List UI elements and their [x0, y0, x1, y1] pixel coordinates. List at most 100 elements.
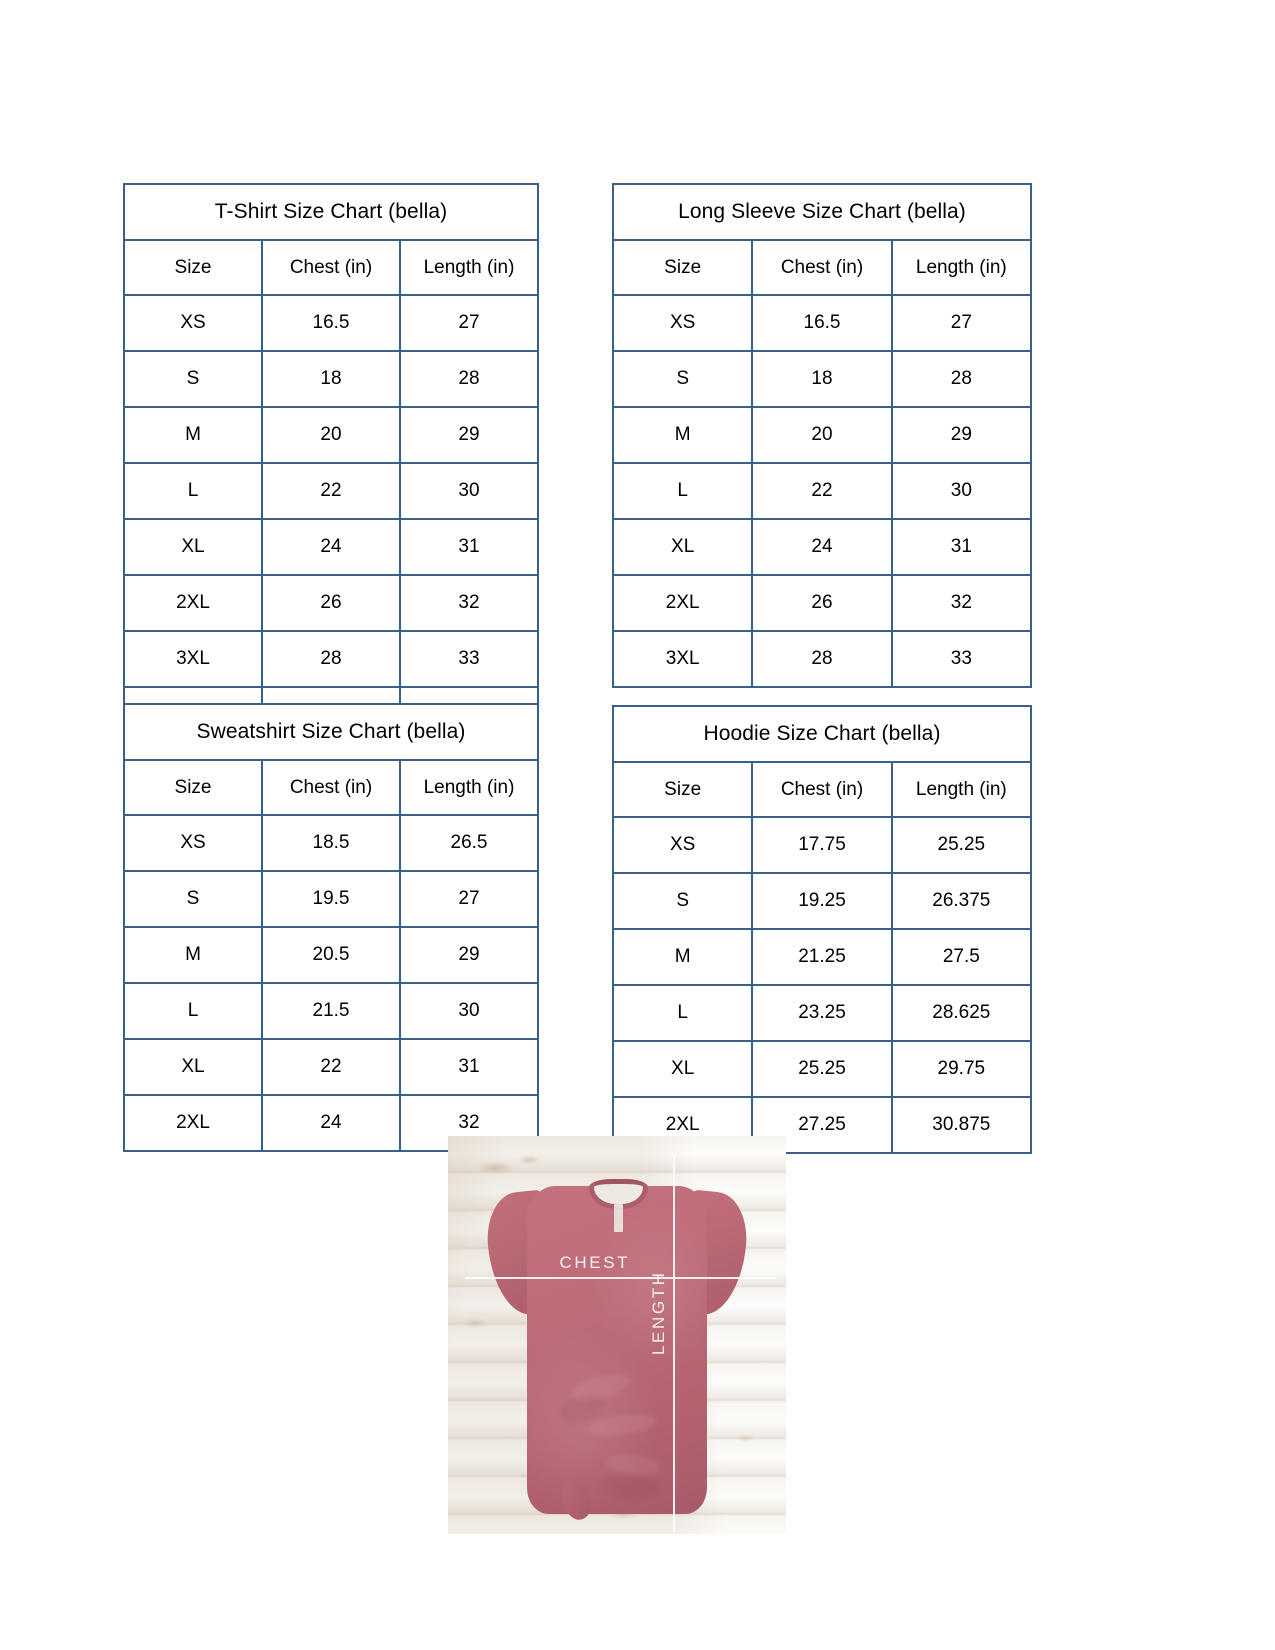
table-row: 3XL 28 33	[123, 630, 539, 688]
shirt-neck-tag	[614, 1204, 624, 1232]
length-cell: 33	[890, 630, 1033, 688]
table-title: Sweatshirt Size Chart (bella)	[123, 703, 539, 761]
size-cell: XS	[123, 814, 263, 872]
chest-cell: 19.5	[261, 870, 401, 928]
chest-cell: 18	[261, 350, 401, 408]
hoodie-table-body: Hoodie Size Chart (bella) Size Chest (in) L…	[611, 705, 1033, 1154]
table-row: L 23.25 28.625	[611, 984, 1033, 1042]
length-cell: 29	[399, 926, 539, 984]
tshirt-measurement-photo: CHEST LENGTH	[448, 1136, 786, 1534]
size-cell: XS	[123, 294, 263, 352]
sweatshirt-table-body: Sweatshirt Size Chart (bella) Size Chest (…	[123, 703, 539, 1152]
table-row: L 22 30	[611, 462, 1033, 520]
column-header: Length (in)	[890, 761, 1033, 818]
table-header-row: Size Chest (in) Length (in)	[123, 239, 539, 296]
shirt-body	[527, 1185, 707, 1524]
length-cell: 28	[890, 350, 1033, 408]
fabric-shadow	[598, 1472, 661, 1500]
chest-cell: 17.75	[751, 816, 893, 874]
table-row: S 18 28	[123, 350, 539, 408]
length-cell: 32	[399, 574, 539, 632]
table-row: XL 24 31	[611, 518, 1033, 576]
column-header: Chest (in)	[261, 759, 401, 816]
size-cell: XL	[123, 518, 263, 576]
size-cell: XL	[611, 518, 754, 576]
chest-cell: 24	[751, 518, 893, 576]
tshirt-size-chart-table: T-Shirt Size Chart (bella) Size Chest (in)…	[123, 183, 539, 744]
chest-cell: 19.25	[751, 872, 893, 930]
table-row: M 20 29	[123, 406, 539, 464]
column-header: Size	[123, 759, 263, 816]
longsleeve-table-body: Long Sleeve Size Chart (bella) Size Chest …	[611, 183, 1033, 688]
length-cell: 27	[399, 870, 539, 928]
table-row: L 22 30	[123, 462, 539, 520]
table-row: XS 16.5 27	[611, 294, 1033, 352]
fabric-fold	[605, 1452, 662, 1478]
table-row: M 21.25 27.5	[611, 928, 1033, 986]
table-title: T-Shirt Size Chart (bella)	[123, 183, 539, 241]
table-header-row: Size Chest (in) Length (in)	[611, 761, 1033, 818]
length-cell: 31	[890, 518, 1033, 576]
length-cell: 25.25	[890, 816, 1033, 874]
chest-cell: 24	[261, 518, 401, 576]
table-row: 3XL 28 33	[611, 630, 1033, 688]
table-row: 2XL 26 32	[123, 574, 539, 632]
size-cell: S	[611, 872, 754, 930]
size-cell: L	[123, 462, 263, 520]
chest-cell: 21.25	[751, 928, 893, 986]
chest-cell: 16.5	[261, 294, 401, 352]
chest-cell: 16.5	[751, 294, 893, 352]
chest-cell: 18	[751, 350, 893, 408]
chest-cell: 22	[261, 462, 401, 520]
shirt-graphic	[482, 1172, 752, 1524]
chest-measure-label: CHEST	[559, 1253, 631, 1273]
length-cell: 32	[890, 574, 1033, 632]
table-row: S 18 28	[611, 350, 1033, 408]
column-header: Length (in)	[399, 759, 539, 816]
chest-cell: 20	[751, 406, 893, 464]
size-cell: S	[123, 870, 263, 928]
length-cell: 30	[890, 462, 1033, 520]
table-row: XL 22 31	[123, 1038, 539, 1096]
sweatshirt-size-chart-table: Sweatshirt Size Chart (bella) Size Chest (…	[123, 703, 539, 1152]
length-cell: 27.5	[890, 928, 1033, 986]
column-header: Size	[611, 761, 754, 818]
size-cell: S	[123, 350, 263, 408]
size-cell: L	[123, 982, 263, 1040]
size-cell: M	[611, 928, 754, 986]
chest-cell: 21.5	[261, 982, 401, 1040]
table-row: S 19.25 26.375	[611, 872, 1033, 930]
size-cell: L	[611, 462, 754, 520]
table-row: L 21.5 30	[123, 982, 539, 1040]
size-cell: XS	[611, 294, 754, 352]
chest-cell: 23.25	[751, 984, 893, 1042]
length-measure-line	[672, 1153, 675, 1532]
chest-cell: 28	[751, 630, 893, 688]
size-cell: M	[123, 926, 263, 984]
chest-cell: 22	[261, 1038, 401, 1096]
table-title: Hoodie Size Chart (bella)	[612, 705, 1032, 763]
length-cell: 31	[399, 1038, 539, 1096]
table-title-row: Long Sleeve Size Chart (bella)	[612, 183, 1032, 241]
length-cell: 29.75	[890, 1040, 1033, 1098]
length-cell: 27	[890, 294, 1033, 352]
column-header: Size	[123, 239, 263, 296]
table-row: XL 25.25 29.75	[611, 1040, 1033, 1098]
size-cell: 2XL	[611, 574, 754, 632]
table-title-row: Sweatshirt Size Chart (bella)	[123, 703, 539, 761]
length-cell: 29	[399, 406, 539, 464]
chest-cell: 20	[261, 406, 401, 464]
length-cell: 26.375	[890, 872, 1033, 930]
chest-cell: 22	[751, 462, 893, 520]
length-cell: 28.625	[890, 984, 1033, 1042]
size-cell: M	[123, 406, 263, 464]
length-cell: 31	[399, 518, 539, 576]
size-cell: XL	[123, 1038, 263, 1096]
fabric-fold	[587, 1410, 658, 1440]
column-header: Chest (in)	[261, 239, 401, 296]
column-header: Chest (in)	[751, 761, 893, 818]
length-cell: 30	[399, 462, 539, 520]
tshirt-table-body: T-Shirt Size Chart (bella) Size Chest (in)…	[123, 183, 539, 744]
column-header: Length (in)	[890, 239, 1033, 296]
